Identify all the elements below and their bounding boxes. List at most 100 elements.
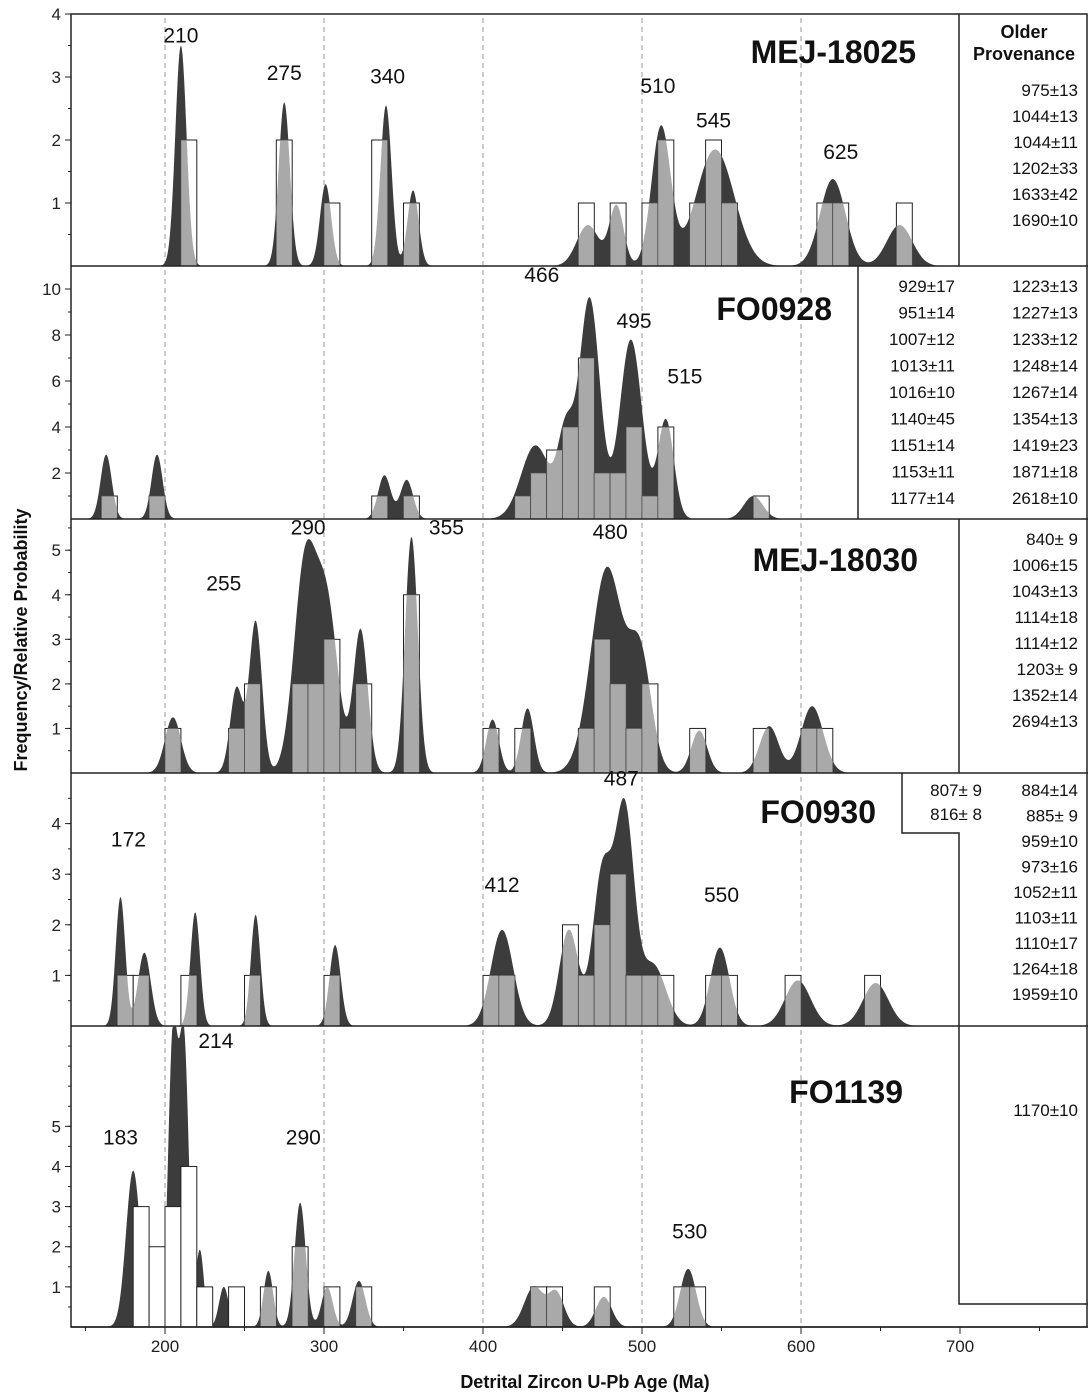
histogram-bar-fill	[530, 473, 547, 519]
histogram-bar-fill	[149, 496, 165, 519]
provenance-box-5: 1170±10	[958, 1026, 1088, 1305]
histogram-bar-fill	[578, 975, 595, 1026]
y-tick-label: 1	[52, 966, 61, 985]
peak-label: 545	[696, 109, 731, 132]
histogram-bar	[148, 1246, 166, 1328]
y-tick-label: 1	[52, 719, 61, 738]
y-tick-label: 1	[52, 1278, 61, 1297]
histogram-bar-fill	[546, 1286, 563, 1327]
y-tick-label: 3	[52, 1198, 61, 1217]
provenance-box-4: 807± 9 816± 8 884±14 885± 9 959±10 973±16 1052…	[901, 773, 1078, 1026]
provenance-age: 1354±13	[1012, 410, 1078, 429]
histogram-bar-fill	[260, 1286, 277, 1327]
histogram-bar-fill	[133, 975, 150, 1026]
panel-fo1139: 1 2 3 4 5 214 183 290 530 FO1139	[52, 1026, 1088, 1328]
peak-label: 214	[198, 1030, 233, 1053]
provenance-age: 1007±12	[889, 330, 955, 349]
x-tick-label: 300	[310, 1337, 338, 1356]
y-tick-label: 4	[52, 5, 61, 24]
provenance-age: 1006±15	[1012, 556, 1078, 575]
histogram-bar-edge	[164, 728, 182, 773]
histogram-bar-fill	[578, 728, 595, 773]
histogram-bar-fill	[594, 924, 611, 1026]
y-tick-label: 4	[52, 586, 61, 605]
peak-label: 172	[111, 828, 146, 851]
histogram-bar-fill	[101, 496, 118, 519]
histogram-bar	[164, 1206, 182, 1328]
provenance-age: 1110±17	[1014, 934, 1078, 953]
histogram-bar-fill	[657, 427, 674, 519]
histogram-bar-edge	[498, 975, 516, 1026]
provenance-age: 1871±18	[1012, 463, 1078, 482]
provenance-border	[901, 773, 960, 1026]
peak-label: 255	[206, 572, 241, 595]
panel-title: FO1139	[789, 1074, 903, 1110]
histogram-bar-fill	[594, 473, 611, 519]
histogram-bar-fill	[816, 203, 833, 266]
panel-mej-18030: 1 2 3 4 5 255 290 355 480 MEJ-18030	[52, 517, 1088, 774]
provenance-age: 1151±14	[890, 436, 955, 455]
histogram-bar-fill	[610, 874, 627, 1026]
provenance-age: 951±14	[898, 304, 955, 323]
histogram-bar-fill	[530, 1286, 547, 1327]
histogram-bar-fill	[705, 975, 722, 1026]
probability-curve	[69, 297, 961, 519]
histogram-bar-edge	[148, 495, 166, 519]
histogram-bar	[180, 1165, 198, 1328]
histogram-bar-edge	[244, 683, 261, 773]
histogram-bar-fill	[626, 728, 642, 773]
provenance-heading: Older	[1000, 22, 1047, 42]
provenance-age: 1202±33	[1012, 159, 1078, 178]
peak-label: 355	[429, 517, 464, 540]
provenance-age: 1114±12	[1014, 634, 1078, 653]
histogram-bar-fill	[626, 975, 642, 1026]
histogram-bar-fill	[165, 728, 181, 773]
x-axis-title: Detrital Zircon U-Pb Age (Ma)	[460, 1372, 709, 1392]
histogram-bar-fill	[562, 427, 579, 519]
provenance-age: 1114±18	[1014, 608, 1078, 627]
panel-title: MEJ-18030	[753, 542, 918, 578]
provenance-age: 840± 9	[1026, 530, 1078, 549]
provenance-age: 1016±10	[889, 383, 955, 402]
provenance-age: 807± 9	[930, 781, 982, 800]
histogram-bar-edge	[609, 873, 627, 1026]
provenance-age: 929±17	[898, 277, 955, 296]
peak-label: 515	[667, 365, 702, 388]
x-tick-label: 200	[151, 1337, 179, 1356]
histogram-bar-fill	[292, 683, 309, 773]
histogram-bar-fill	[244, 683, 261, 773]
histogram-bar-fill	[562, 924, 579, 1026]
provenance-age: 885± 9	[1026, 807, 1078, 826]
histogram-bar-fill	[339, 728, 356, 773]
histogram-bar-fill	[546, 450, 563, 519]
histogram-bar-fill	[228, 728, 245, 773]
x-tick-label: 600	[787, 1337, 815, 1356]
y-tick-label: 10	[42, 280, 61, 299]
peak-label: 210	[163, 24, 198, 47]
histogram-bar-fill	[642, 496, 658, 519]
provenance-age: 1044±11	[1013, 133, 1078, 152]
provenance-age: 1153±11	[891, 463, 955, 482]
histogram-bar-fill	[721, 203, 738, 266]
provenance-age: 1044±13	[1012, 107, 1078, 126]
peak-label: 466	[524, 264, 559, 287]
peak-label: 340	[370, 65, 405, 88]
histogram-bar-fill	[610, 473, 627, 519]
histogram-bar-fill	[832, 203, 849, 266]
provenance-age: 1223±13	[1012, 277, 1078, 296]
provenance-age: 1043±13	[1012, 582, 1078, 601]
y-tick-label: 3	[52, 630, 61, 649]
peak-label: 495	[617, 310, 652, 333]
provenance-age: 1203± 9	[1017, 660, 1078, 679]
histogram-bar-fill	[610, 683, 627, 773]
peak-label: 487	[604, 768, 639, 791]
histogram-bar-fill	[403, 594, 420, 773]
histogram-bar-edge	[657, 426, 675, 519]
provenance-age: 1690±10	[1012, 211, 1078, 230]
peak-label: 510	[640, 75, 675, 98]
provenance-age: 1227±13	[1012, 304, 1078, 323]
y-tick-label: 2	[52, 464, 61, 483]
provenance-age: 1959±10	[1012, 985, 1078, 1004]
provenance-age: 1140±45	[890, 410, 955, 429]
histogram-bar-edge	[657, 139, 675, 266]
